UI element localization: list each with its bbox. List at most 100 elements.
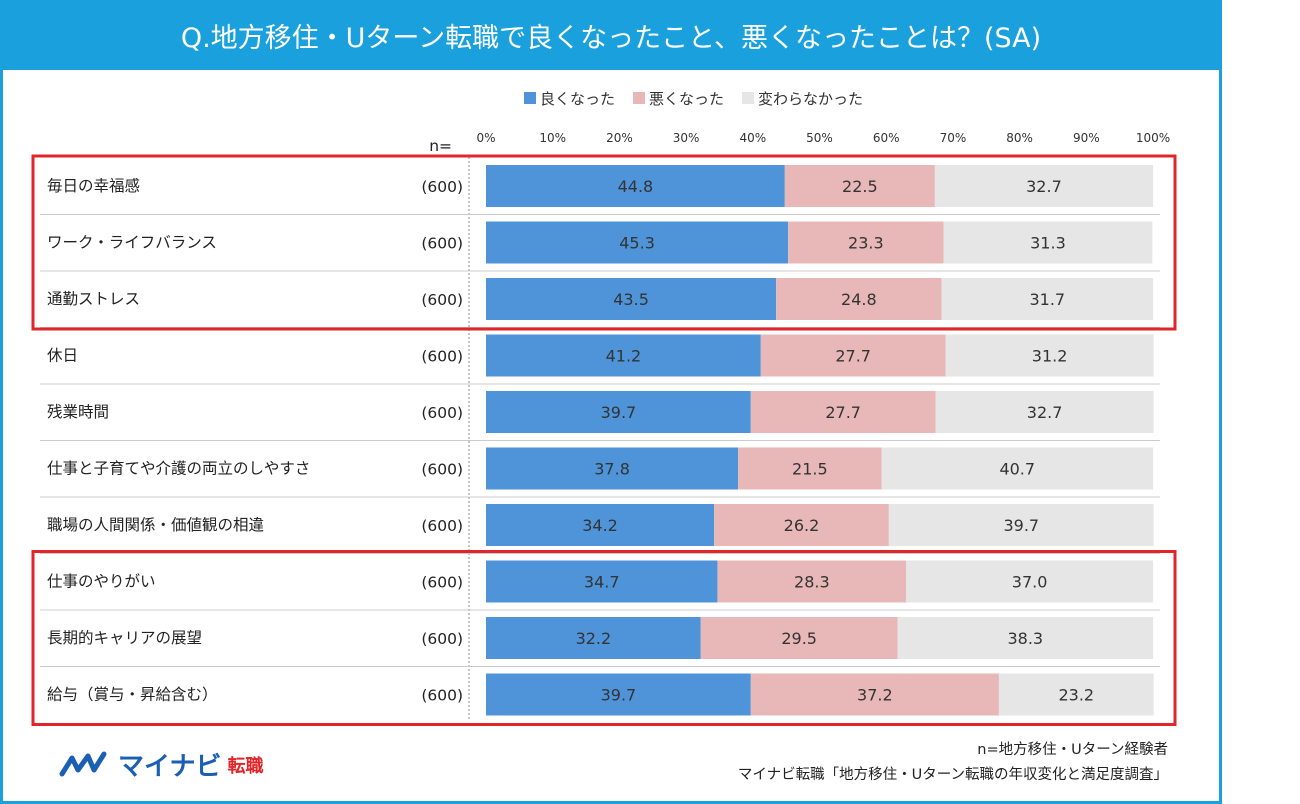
bar-value-label: 23.2 [1058, 686, 1094, 705]
bar-value-label: 31.3 [1030, 234, 1066, 253]
legend-swatch [524, 92, 536, 104]
n-value: (600) [421, 178, 463, 196]
legend-swatch [633, 92, 646, 104]
x-tick-label: 40% [739, 131, 766, 145]
bar-value-label: 37.8 [594, 460, 630, 479]
bar-value-label: 21.5 [792, 460, 828, 479]
bar-segment [486, 504, 715, 546]
bar-value-label: 32.7 [1027, 403, 1063, 422]
bar-segment [486, 165, 785, 207]
x-tick-label: 50% [806, 131, 833, 145]
bar-value-label: 32.7 [1026, 177, 1062, 196]
bar-value-label: 22.5 [842, 177, 878, 196]
bar-value-label: 38.3 [1007, 629, 1043, 648]
bar-segment [700, 617, 898, 659]
category-label: 毎日の幸福感 [47, 177, 140, 195]
footnote-source: マイナビ転職「地方移住・Uターン転職の年収変化と満足度調査」 [737, 767, 1168, 783]
logo-subtext: 転職 [227, 755, 264, 777]
bar-segment [486, 278, 777, 320]
x-tick-label: 60% [873, 131, 900, 145]
bar-segment [998, 673, 1154, 716]
n-value: (600) [421, 517, 463, 535]
bar-segment [784, 165, 935, 207]
bar-value-label: 37.0 [1012, 573, 1048, 592]
bar-value-label: 23.3 [848, 234, 884, 253]
bar-value-label: 24.8 [841, 290, 877, 309]
x-tick-label: 90% [1073, 131, 1100, 145]
bar-value-label: 39.7 [601, 403, 637, 422]
legend-label: 良くなった [540, 90, 615, 108]
x-tick-label: 10% [539, 131, 566, 145]
n-value: (600) [421, 687, 463, 705]
bar-value-label: 31.2 [1032, 347, 1068, 366]
bar-segment [486, 673, 751, 716]
x-tick-label: 100% [1136, 131, 1170, 145]
bar-value-label: 39.7 [601, 686, 637, 705]
n-value: (600) [421, 235, 463, 253]
x-tick-label: 70% [940, 131, 967, 145]
bar-segment [760, 334, 946, 377]
category-label: 長期的キャリアの展望 [47, 629, 202, 647]
bar-value-label: 34.2 [582, 516, 618, 535]
highlight-box [31, 154, 1177, 331]
bar-segment [943, 221, 1153, 264]
n-value: (600) [421, 404, 463, 422]
n-value: (600) [421, 348, 463, 366]
bar-segment [714, 504, 889, 546]
n-value: (600) [421, 574, 463, 592]
bar-segment [934, 165, 1153, 207]
category-label: 仕事と子育てや介護の両立のしやすさ [47, 460, 310, 478]
x-tick-label: 20% [606, 131, 633, 145]
bar-value-label: 39.7 [1003, 516, 1039, 535]
bar-segment [486, 447, 739, 490]
bar-segment [738, 447, 882, 490]
bar-segment [935, 391, 1154, 433]
category-label: 休日 [47, 347, 78, 365]
bar-value-label: 34.7 [584, 573, 620, 592]
bar-segment [888, 504, 1154, 546]
bar-segment [881, 447, 1153, 490]
bar-segment [906, 560, 1153, 603]
bar-value-label: 29.5 [781, 629, 817, 648]
logo-text: マイナビ [118, 752, 222, 782]
bar-segment [945, 334, 1154, 377]
bar-segment [486, 221, 789, 264]
bar-segment [717, 560, 907, 603]
bar-segment [897, 617, 1153, 659]
bar-value-label: 37.2 [857, 686, 893, 705]
legend-swatch [742, 92, 755, 104]
category-label: 職場の人間関係・価値観の相違 [47, 516, 264, 534]
x-tick-label: 30% [673, 131, 700, 145]
bar-value-label: 27.7 [835, 347, 871, 366]
bar-value-label: 43.5 [613, 290, 649, 309]
category-label: 給与（賞与・昇給含む） [47, 686, 218, 704]
bar-value-label: 27.7 [825, 403, 861, 422]
category-label: 通勤ストレス [47, 290, 140, 308]
bar-value-label: 31.7 [1029, 290, 1065, 309]
footnote-sample: n=地方移住・Uターン経験者 [977, 742, 1168, 758]
chart-frame [0, 0, 1222, 804]
x-tick-label: 0% [476, 131, 495, 145]
bar-segment [750, 391, 936, 433]
category-label: ワーク・ライフバランス [47, 234, 217, 252]
bar-value-label: 28.3 [794, 573, 830, 592]
bar-segment [941, 278, 1153, 320]
bar-segment [776, 278, 942, 320]
legend-label: 悪くなった [649, 90, 724, 108]
bar-segment [788, 221, 944, 264]
n-value: (600) [421, 461, 463, 479]
bar-value-label: 45.3 [619, 234, 655, 253]
bar-segment [486, 391, 751, 433]
x-tick-label: 80% [1006, 131, 1033, 145]
legend-label: 変わらなかった [758, 90, 863, 108]
n-value: (600) [421, 630, 463, 648]
bar-segment [486, 334, 761, 377]
bar-segment [486, 560, 718, 603]
logo: マイナビ 転職 [58, 746, 263, 783]
bar-value-label: 32.2 [576, 629, 612, 648]
chart-title: Q.地方移住・Uターン転職で良くなったこと、悪くなったことは？(SA) [0, 0, 1222, 70]
bar-value-label: 41.2 [606, 347, 642, 366]
logo-mark-icon [59, 751, 107, 776]
bar-value-label: 26.2 [784, 516, 820, 535]
